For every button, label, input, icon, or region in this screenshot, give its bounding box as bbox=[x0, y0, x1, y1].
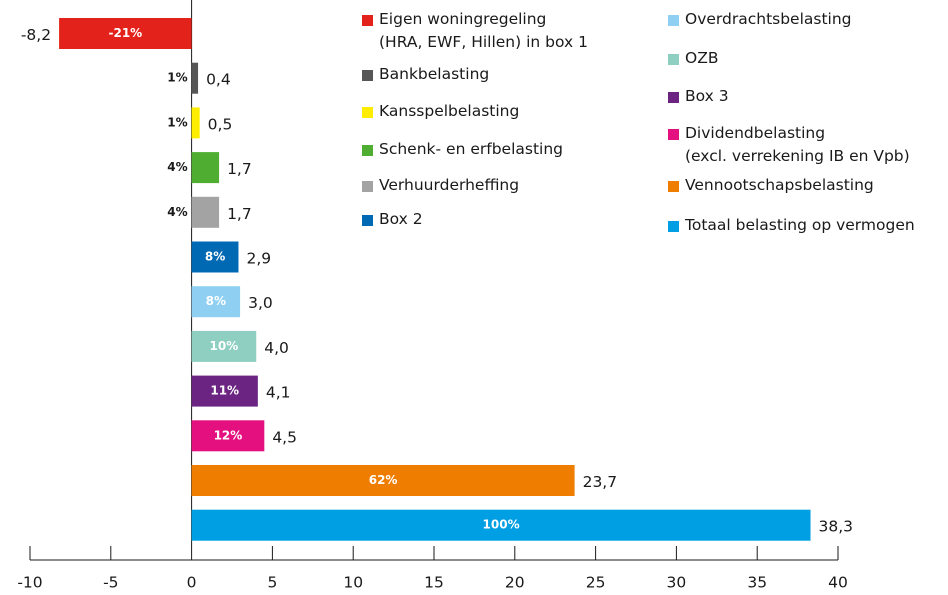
legend-label: Kansspelbelasting bbox=[379, 102, 520, 120]
x-tick-label: 5 bbox=[267, 574, 277, 592]
bar bbox=[191, 196, 220, 228]
value-label: 38,3 bbox=[819, 518, 854, 536]
value-label: 4,0 bbox=[264, 339, 289, 357]
x-tick-label: 20 bbox=[505, 574, 525, 592]
value-label: 23,7 bbox=[583, 473, 618, 491]
legend-label: Vennootschapsbelasting bbox=[685, 176, 874, 194]
share-label: 8% bbox=[206, 294, 226, 308]
x-tick-label: 15 bbox=[424, 574, 444, 592]
x-tick-label: 25 bbox=[586, 574, 606, 592]
legend-label: Box 3 bbox=[685, 87, 729, 105]
legend-swatch bbox=[668, 129, 679, 140]
legend-swatch bbox=[362, 145, 373, 156]
share-label: 11% bbox=[210, 384, 239, 398]
legend-swatch bbox=[668, 15, 679, 26]
share-label: 1% bbox=[167, 71, 187, 85]
x-tick-label: -5 bbox=[103, 574, 118, 592]
legend-swatch bbox=[362, 107, 373, 118]
x-tick-label: 35 bbox=[747, 574, 767, 592]
value-label: 3,0 bbox=[248, 294, 273, 312]
legend-label: Verhuurderheffing bbox=[379, 176, 520, 194]
value-label: 4,5 bbox=[272, 428, 297, 446]
share-label: 62% bbox=[369, 473, 398, 487]
value-label: 1,7 bbox=[227, 160, 252, 178]
legend-label: Box 2 bbox=[379, 210, 423, 228]
bar bbox=[191, 107, 200, 139]
value-label: 4,1 bbox=[266, 384, 291, 402]
x-tick-label: 30 bbox=[667, 574, 687, 592]
bar bbox=[59, 18, 192, 49]
bar bbox=[191, 241, 239, 273]
legend-swatch bbox=[362, 215, 373, 226]
legend-swatch bbox=[668, 181, 679, 192]
legend-label: Totaal belasting op vermogen bbox=[685, 216, 915, 234]
legend-swatch bbox=[362, 15, 373, 26]
value-label: -8,2 bbox=[21, 26, 51, 44]
legend-label: Dividendbelasting (excl. verrekening IB … bbox=[685, 124, 910, 165]
value-label: 0,4 bbox=[206, 71, 231, 89]
legend-swatch bbox=[362, 70, 373, 81]
x-tick-label: -10 bbox=[17, 574, 42, 592]
bar bbox=[191, 62, 199, 94]
bar bbox=[191, 509, 811, 541]
share-label: 8% bbox=[205, 250, 225, 264]
share-label: 100% bbox=[483, 518, 520, 532]
legend-swatch bbox=[668, 54, 679, 65]
value-label: 1,7 bbox=[227, 205, 252, 223]
bar bbox=[191, 286, 241, 318]
legend-swatch bbox=[668, 92, 679, 103]
legend-swatch bbox=[362, 181, 373, 192]
x-tick-label: 10 bbox=[343, 574, 363, 592]
legend-label: Eigen woningregeling (HRA, EWF, Hillen) … bbox=[379, 10, 588, 51]
legend-label: OZB bbox=[685, 49, 719, 67]
legend-label: Bankbelasting bbox=[379, 65, 490, 83]
share-label: 4% bbox=[167, 205, 187, 219]
share-label: 10% bbox=[210, 339, 239, 353]
share-label: 12% bbox=[214, 428, 243, 442]
share-label: -21% bbox=[108, 26, 142, 40]
value-label: 2,9 bbox=[246, 250, 271, 268]
bar bbox=[191, 375, 258, 407]
bar bbox=[191, 465, 575, 496]
legend-label: Schenk- en erfbelasting bbox=[379, 140, 563, 158]
x-tick-label: 40 bbox=[828, 574, 848, 592]
share-label: 1% bbox=[167, 115, 187, 129]
bar bbox=[191, 152, 220, 184]
x-tick-label: 0 bbox=[187, 574, 197, 592]
bar bbox=[191, 420, 265, 452]
bar bbox=[191, 330, 257, 362]
legend-label: Overdrachtsbelasting bbox=[685, 10, 852, 28]
value-label: 0,5 bbox=[208, 115, 233, 133]
legend-swatch bbox=[668, 221, 679, 232]
share-label: 4% bbox=[167, 160, 187, 174]
